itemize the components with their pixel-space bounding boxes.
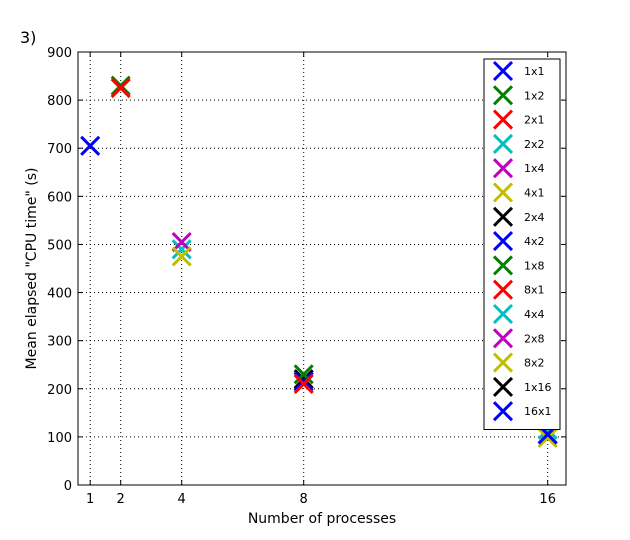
data-point-2x4 <box>293 369 314 390</box>
data-point-1x1 <box>80 135 101 156</box>
legend-marker-8x2 <box>492 352 514 373</box>
data-markers <box>80 75 558 448</box>
x-axis-label: Number of processes <box>248 511 396 527</box>
legend-marker-4x2 <box>492 231 514 252</box>
data-point-1x2 <box>110 75 131 96</box>
legend-marker-1x8 <box>492 255 514 276</box>
legend-label: 2x1 <box>524 114 545 127</box>
legend-marker-1x2 <box>492 85 514 106</box>
legend-label: 1x1 <box>524 65 545 78</box>
legend-marker-2x1 <box>492 109 514 130</box>
x-tick-label: 16 <box>539 492 556 507</box>
legend-label: 1x8 <box>524 259 545 272</box>
legend-label: 1x16 <box>524 381 552 394</box>
axis-ticks: 1 2 4 8 16 0 100 200 300 400 500 600 700 800 900 <box>47 46 566 507</box>
legend-label: 8x2 <box>524 357 545 370</box>
legend-marker-4x1 <box>492 182 514 203</box>
legend-label: 16x1 <box>524 405 552 418</box>
legend-marker-2x8 <box>492 328 514 349</box>
legend: 1x1 1x2 2x1 2x2 1x4 4x1 2x4 4x2 1x8 8x1 4x4 2x8 8x2 1… <box>483 58 561 430</box>
data-point-1x4 <box>171 231 192 253</box>
data-point-2x1 <box>110 78 131 99</box>
legend-label: 2x4 <box>524 211 545 224</box>
legend-label: 8x1 <box>524 284 545 297</box>
y-tick-label: 300 <box>47 335 72 350</box>
legend-marker-4x4 <box>492 303 514 325</box>
legend-marker-16x1 <box>492 401 514 422</box>
data-point-8x2 <box>537 427 558 448</box>
legend-marker-1x1 <box>492 60 514 82</box>
legend-label: 1x2 <box>524 89 545 102</box>
y-tick-label: 800 <box>47 94 72 109</box>
data-point-8x1 <box>293 373 314 395</box>
data-point-1x8 <box>293 364 314 385</box>
plot-frame <box>77 51 567 486</box>
legend-marker-8x1 <box>492 279 514 300</box>
legend-marker-1x4 <box>492 158 514 179</box>
x-tick-label: 1 <box>86 492 94 507</box>
legend-label: 2x8 <box>524 332 545 345</box>
x-tick-label: 4 <box>178 492 186 507</box>
y-tick-label: 600 <box>47 190 72 205</box>
legend-label: 1x4 <box>524 162 545 175</box>
x-tick-label: 8 <box>300 492 308 507</box>
legend-box <box>483 58 561 430</box>
data-point-4x2 <box>293 371 314 392</box>
legend-label: 2x2 <box>524 138 545 151</box>
legend-marker-2x4 <box>492 206 514 227</box>
panel-label: 3) <box>20 28 37 47</box>
x-tick-label: 2 <box>117 492 125 507</box>
y-tick-label: 100 <box>47 431 72 446</box>
y-axis-label: Mean elapsed "CPU time" (s) <box>24 168 40 370</box>
y-tick-label: 700 <box>47 142 72 157</box>
y-tick-label: 400 <box>47 287 72 302</box>
legend-label: 4x4 <box>524 308 545 321</box>
data-point-4x1 <box>171 246 192 267</box>
data-point-2x2 <box>171 239 192 260</box>
legend-marker-2x2 <box>492 133 514 154</box>
y-tick-label: 200 <box>47 383 72 398</box>
legend-label: 4x1 <box>524 187 545 200</box>
legend-marker-1x16 <box>492 376 514 397</box>
legend-label: 4x2 <box>524 235 545 248</box>
y-tick-label: 500 <box>47 238 72 253</box>
y-tick-label: 0 <box>64 479 72 494</box>
y-tick-label: 900 <box>47 46 72 61</box>
